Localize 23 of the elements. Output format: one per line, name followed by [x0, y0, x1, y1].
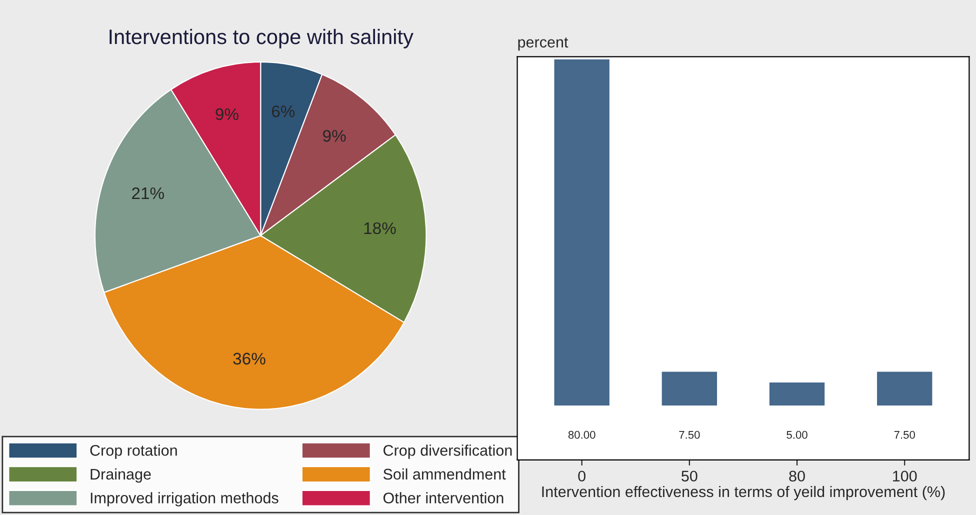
x-tick-label: 80: [789, 470, 805, 482]
x-tick-label: 0: [578, 470, 586, 482]
x-tick-label: 100: [893, 470, 917, 482]
data-label: 21%: [132, 187, 164, 200]
y-axis-title: percent: [518, 38, 568, 51]
legend-label: Crop rotation: [90, 444, 177, 459]
data-label: 9%: [216, 108, 238, 120]
data-label: 80.00: [568, 430, 596, 439]
data-label: 36%: [233, 352, 266, 365]
data-label: 7.50: [894, 430, 915, 439]
data-label: 5.00: [786, 430, 808, 439]
data-label: 9%: [323, 130, 346, 142]
x-axis-title: Intervention effectiveness in terms of yeild improvement (%): [542, 486, 945, 500]
data-label: 6%: [272, 105, 295, 118]
data-label: 7.50: [679, 430, 700, 439]
legend-label: Other intervention: [383, 492, 504, 504]
x-tick-label: 50: [682, 470, 698, 482]
data-label: 18%: [364, 222, 396, 234]
legend-label: Drainage: [90, 468, 151, 483]
legend-label: Improved irrigation methods: [90, 492, 278, 506]
legend-label: Crop diversification: [384, 444, 512, 459]
legend-label: Soil ammendment: [383, 468, 506, 480]
chart-title: Interventions to cope with salinity: [110, 28, 414, 48]
